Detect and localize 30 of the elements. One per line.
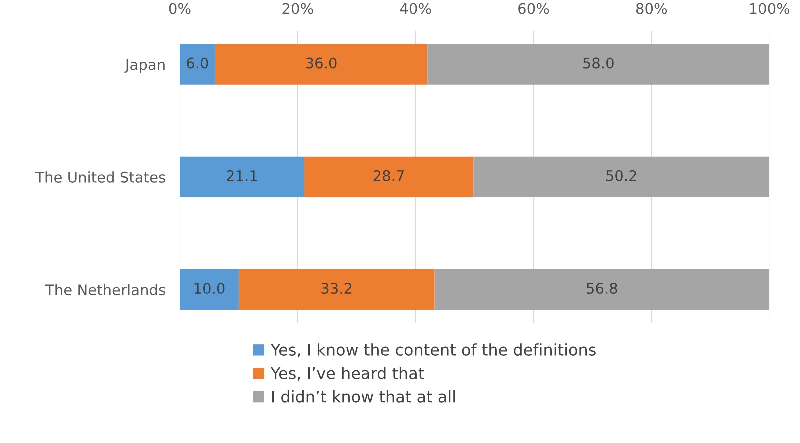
x-tick-label: 0%: [169, 3, 191, 14]
data-label: 6.0: [187, 58, 208, 69]
data-label: 33.2: [322, 283, 352, 294]
bar: [304, 156, 474, 198]
data-label: 50.2: [606, 170, 636, 182]
data-label: 58.0: [584, 58, 614, 69]
bar: [180, 44, 216, 85]
bar: [180, 156, 304, 198]
bar: [434, 270, 770, 310]
bar: [215, 44, 428, 85]
x-tick-label: 60%: [518, 3, 550, 14]
legend-label: Yes, I know the content of the definitions: [270, 344, 596, 358]
x-tick-label: 80%: [636, 3, 668, 14]
y-tick-label: Japan: [124, 59, 165, 74]
x-tick-label: 20%: [282, 3, 314, 14]
legend-label: Yes, I’ve heard that: [270, 367, 424, 382]
data-label: 21.1: [227, 170, 258, 182]
data-label: 28.7: [374, 170, 404, 182]
bar: [180, 270, 239, 310]
bar: [474, 156, 770, 198]
bar: [428, 44, 770, 85]
data-label: 56.8: [587, 283, 618, 294]
bar: [238, 270, 435, 310]
data-label: 36.0: [306, 58, 337, 69]
y-tick-label: The United States: [36, 172, 166, 183]
data-label: 10.0: [194, 283, 225, 294]
x-tick-label: 40%: [400, 3, 432, 14]
x-tick-label: 100%: [750, 3, 790, 14]
y-tick-label: The Netherlands: [45, 284, 166, 296]
legend-label: I didn’t know that at all: [272, 390, 456, 403]
